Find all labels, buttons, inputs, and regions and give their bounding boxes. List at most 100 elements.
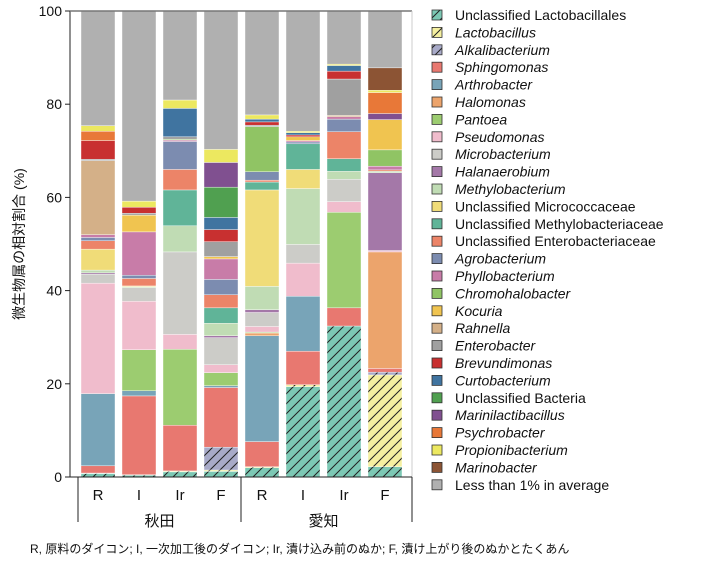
bar-segment bbox=[80, 465, 116, 474]
bar-segment bbox=[162, 189, 198, 227]
bar-segment bbox=[367, 374, 403, 467]
bar-segment bbox=[367, 466, 403, 478]
bar-segment bbox=[285, 134, 321, 138]
bar-segment bbox=[244, 114, 280, 120]
bar-segment bbox=[285, 10, 321, 132]
bar-segment bbox=[162, 139, 198, 142]
legend-item: Unclassified Micrococcaceae bbox=[431, 198, 636, 214]
bar-segment bbox=[367, 251, 403, 369]
bar-segment bbox=[203, 323, 239, 337]
bar-segment bbox=[285, 132, 321, 136]
bar-segment bbox=[121, 213, 157, 216]
legend-swatch bbox=[431, 409, 443, 421]
bar-segment bbox=[203, 256, 239, 260]
legend-item: Chromohalobacter bbox=[431, 285, 572, 301]
bar-segment bbox=[162, 136, 198, 140]
bar-segment bbox=[326, 325, 362, 478]
legend-swatch bbox=[431, 148, 443, 160]
legend-swatch bbox=[431, 218, 443, 230]
legend-item: Agrobacterium bbox=[431, 251, 546, 267]
legend-label: Brevundimonas bbox=[455, 355, 552, 371]
bar-segment bbox=[203, 471, 239, 478]
x-tick-label: R bbox=[257, 487, 268, 504]
bar-segment bbox=[326, 201, 362, 213]
bar-segment bbox=[244, 335, 280, 442]
legend-label: Sphingomonas bbox=[455, 59, 548, 75]
bar-segment bbox=[285, 386, 321, 478]
bar-segment bbox=[80, 160, 116, 235]
legend-label: Methylobacterium bbox=[455, 181, 566, 197]
legend-item: Curtobacterium bbox=[431, 372, 551, 388]
legend-swatch bbox=[431, 340, 443, 352]
bar-segment bbox=[244, 467, 280, 478]
bar-segment bbox=[203, 335, 239, 338]
bar-segment bbox=[326, 158, 362, 172]
bar-segment bbox=[203, 294, 239, 309]
bar-segment bbox=[285, 262, 321, 297]
legend-item: Kocuria bbox=[431, 303, 503, 319]
bars bbox=[80, 10, 403, 478]
legend-label: Unclassified Bacteria bbox=[455, 390, 586, 406]
legend-swatch bbox=[431, 479, 443, 491]
bar-segment bbox=[244, 286, 280, 310]
bar-segment bbox=[162, 225, 198, 253]
x-tick-label: Ir bbox=[339, 487, 348, 504]
legend-item: Unclassified Methylobacteriaceae bbox=[431, 216, 664, 232]
y-tick-label: 60 bbox=[46, 189, 62, 205]
bar-segment bbox=[80, 393, 116, 467]
axes: 0 20 40 60 80 100 R I Ir F R I Ir F 秋田 愛知 bbox=[39, 3, 413, 530]
bar-1 bbox=[121, 10, 157, 478]
bar-segment bbox=[203, 385, 239, 388]
x-tick-label: R bbox=[93, 487, 104, 504]
legend-swatch bbox=[431, 114, 443, 125]
bar-segment bbox=[367, 67, 403, 91]
bar-segment bbox=[121, 206, 157, 214]
legend-label: Marinobacter bbox=[455, 459, 538, 475]
bar-segment bbox=[203, 10, 239, 150]
bar-segment bbox=[162, 425, 198, 472]
group-label: 愛知 bbox=[308, 513, 338, 530]
bar-segment bbox=[80, 234, 116, 238]
legend-swatch bbox=[431, 9, 443, 21]
legend-label: Lactobacillus bbox=[455, 24, 536, 40]
y-tick-label: 100 bbox=[39, 3, 63, 19]
legend-label: Unclassified Lactobacillales bbox=[455, 7, 626, 23]
legend-item: Unclassified Lactobacillales bbox=[431, 7, 626, 23]
bar-segment bbox=[285, 244, 321, 264]
bar-segment bbox=[80, 274, 116, 284]
bar-segment bbox=[244, 312, 280, 327]
bar-4 bbox=[244, 10, 280, 478]
bar-segment bbox=[121, 390, 157, 397]
legend-item: Arthrobacter bbox=[431, 77, 533, 93]
legend-item: Propionibacterium bbox=[431, 442, 568, 458]
bar-segment bbox=[285, 295, 321, 352]
bar-segment bbox=[162, 334, 198, 350]
bar-segment bbox=[285, 131, 321, 133]
y-axis-label: 微生物属の相対割合 (%) bbox=[11, 168, 27, 320]
bar-segment bbox=[162, 471, 198, 478]
bar-segment bbox=[244, 10, 280, 116]
bar-segment bbox=[285, 350, 321, 385]
legend-item: Brevundimonas bbox=[431, 355, 552, 371]
bar-segment bbox=[80, 248, 116, 271]
bar-7 bbox=[367, 10, 403, 478]
bar-segment bbox=[203, 162, 239, 188]
legend-label: Less than 1% in average bbox=[455, 477, 609, 493]
legend-item: Marinilactibacillus bbox=[431, 407, 565, 423]
bar-segment bbox=[367, 172, 403, 251]
bar-segment bbox=[285, 141, 321, 145]
y-tick-label: 40 bbox=[46, 283, 62, 299]
bar-segment bbox=[80, 140, 116, 160]
bar-segment bbox=[121, 301, 157, 350]
y-tick-label: 80 bbox=[46, 96, 62, 112]
bar-segment bbox=[285, 169, 321, 189]
bar-segment bbox=[203, 364, 239, 373]
legend-label: Rahnella bbox=[455, 320, 510, 336]
bar-segment bbox=[203, 258, 239, 280]
bar-segment bbox=[162, 99, 198, 109]
legend-label: Enterobacter bbox=[455, 338, 536, 354]
bar-segment bbox=[80, 240, 116, 250]
bar-segment bbox=[162, 251, 198, 335]
bar-segment bbox=[244, 118, 280, 123]
